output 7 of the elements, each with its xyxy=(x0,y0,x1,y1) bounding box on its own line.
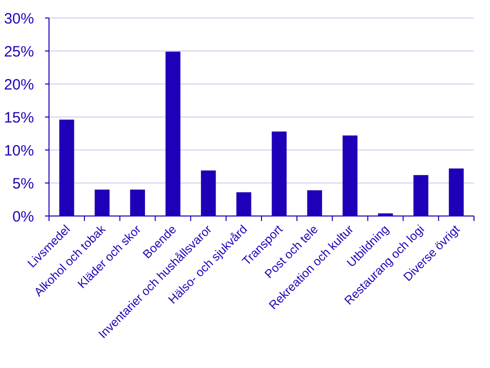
y-tick-label: 10% xyxy=(4,142,34,160)
y-tick-label: 25% xyxy=(4,43,34,60)
y-tick-label: 15% xyxy=(4,109,34,126)
y-tick-label: 20% xyxy=(4,76,34,94)
y-tick-label: 0% xyxy=(12,208,34,226)
y-tick-label: 30% xyxy=(4,10,34,28)
y-tick-label: 5% xyxy=(12,175,34,192)
